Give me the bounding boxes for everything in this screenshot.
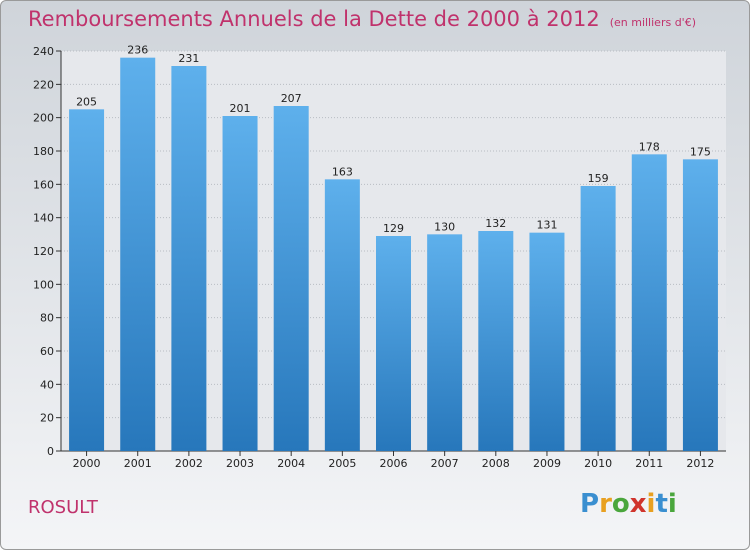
x-tick-label: 2010	[584, 457, 612, 470]
y-tick-label: 40	[40, 378, 54, 391]
logo-letter: i	[646, 489, 656, 519]
bar	[69, 109, 105, 451]
x-tick-label: 2006	[380, 457, 408, 470]
y-tick-label: 140	[33, 212, 54, 225]
chart-subtitle: (en milliers d'€)	[609, 16, 696, 29]
data-label: 129	[383, 222, 404, 235]
bar	[580, 186, 616, 451]
y-tick-label: 160	[33, 178, 54, 191]
y-tick-label: 60	[40, 345, 54, 358]
y-tick-label: 100	[33, 278, 54, 291]
commune-name: ROSULT	[28, 497, 98, 518]
data-label: 130	[434, 220, 455, 233]
chart-header: Remboursements Annuels de la Dette de 20…	[28, 7, 696, 31]
logo-letter: r	[599, 489, 612, 519]
data-label: 163	[332, 165, 353, 178]
y-tick-label: 20	[40, 412, 54, 425]
x-tick-label: 2000	[73, 457, 101, 470]
data-label: 159	[588, 172, 609, 185]
y-tick-label: 220	[33, 78, 54, 91]
data-label: 178	[639, 140, 660, 153]
y-tick-label: 80	[40, 312, 54, 325]
bar	[529, 232, 565, 451]
logo-letter: o	[611, 489, 630, 519]
bar	[273, 106, 309, 451]
x-tick-label: 2007	[431, 457, 459, 470]
bar	[120, 57, 156, 452]
x-tick-label: 2005	[328, 457, 356, 470]
logo-letter: i	[667, 489, 677, 519]
x-tick-label: 2001	[124, 457, 152, 470]
x-tick-label: 2002	[175, 457, 203, 470]
bar	[427, 234, 463, 451]
data-label: 205	[76, 95, 97, 108]
logo-letter: P	[580, 489, 600, 519]
bar	[171, 66, 207, 451]
y-tick-label: 0	[47, 445, 54, 458]
bar	[682, 159, 718, 452]
x-tick-label: 2012	[686, 457, 714, 470]
y-tick-label: 180	[33, 145, 54, 158]
bar	[376, 236, 411, 451]
chart-title: Remboursements Annuels de la Dette de 20…	[28, 7, 600, 31]
y-tick-label: 120	[33, 245, 54, 258]
bar	[478, 231, 514, 451]
x-tick-label: 2004	[277, 457, 305, 470]
logo-letter: t	[655, 489, 668, 519]
x-tick-label: 2008	[482, 457, 510, 470]
x-tick-label: 2011	[635, 457, 663, 470]
data-label: 175	[690, 145, 711, 158]
proxiti-logo: Proxiti	[580, 489, 677, 519]
data-label: 132	[485, 217, 506, 230]
x-tick-label: 2009	[533, 457, 561, 470]
y-tick-label: 240	[33, 45, 54, 58]
data-label: 131	[536, 219, 557, 232]
data-label: 231	[178, 52, 199, 65]
data-label: 236	[127, 44, 148, 57]
x-tick-label: 2003	[226, 457, 254, 470]
y-tick-label: 200	[33, 112, 54, 125]
bar	[222, 116, 258, 451]
bar	[324, 179, 360, 452]
data-label: 207	[281, 92, 302, 105]
data-label: 201	[230, 102, 251, 115]
logo-letter: x	[629, 489, 647, 519]
bar	[631, 154, 667, 452]
